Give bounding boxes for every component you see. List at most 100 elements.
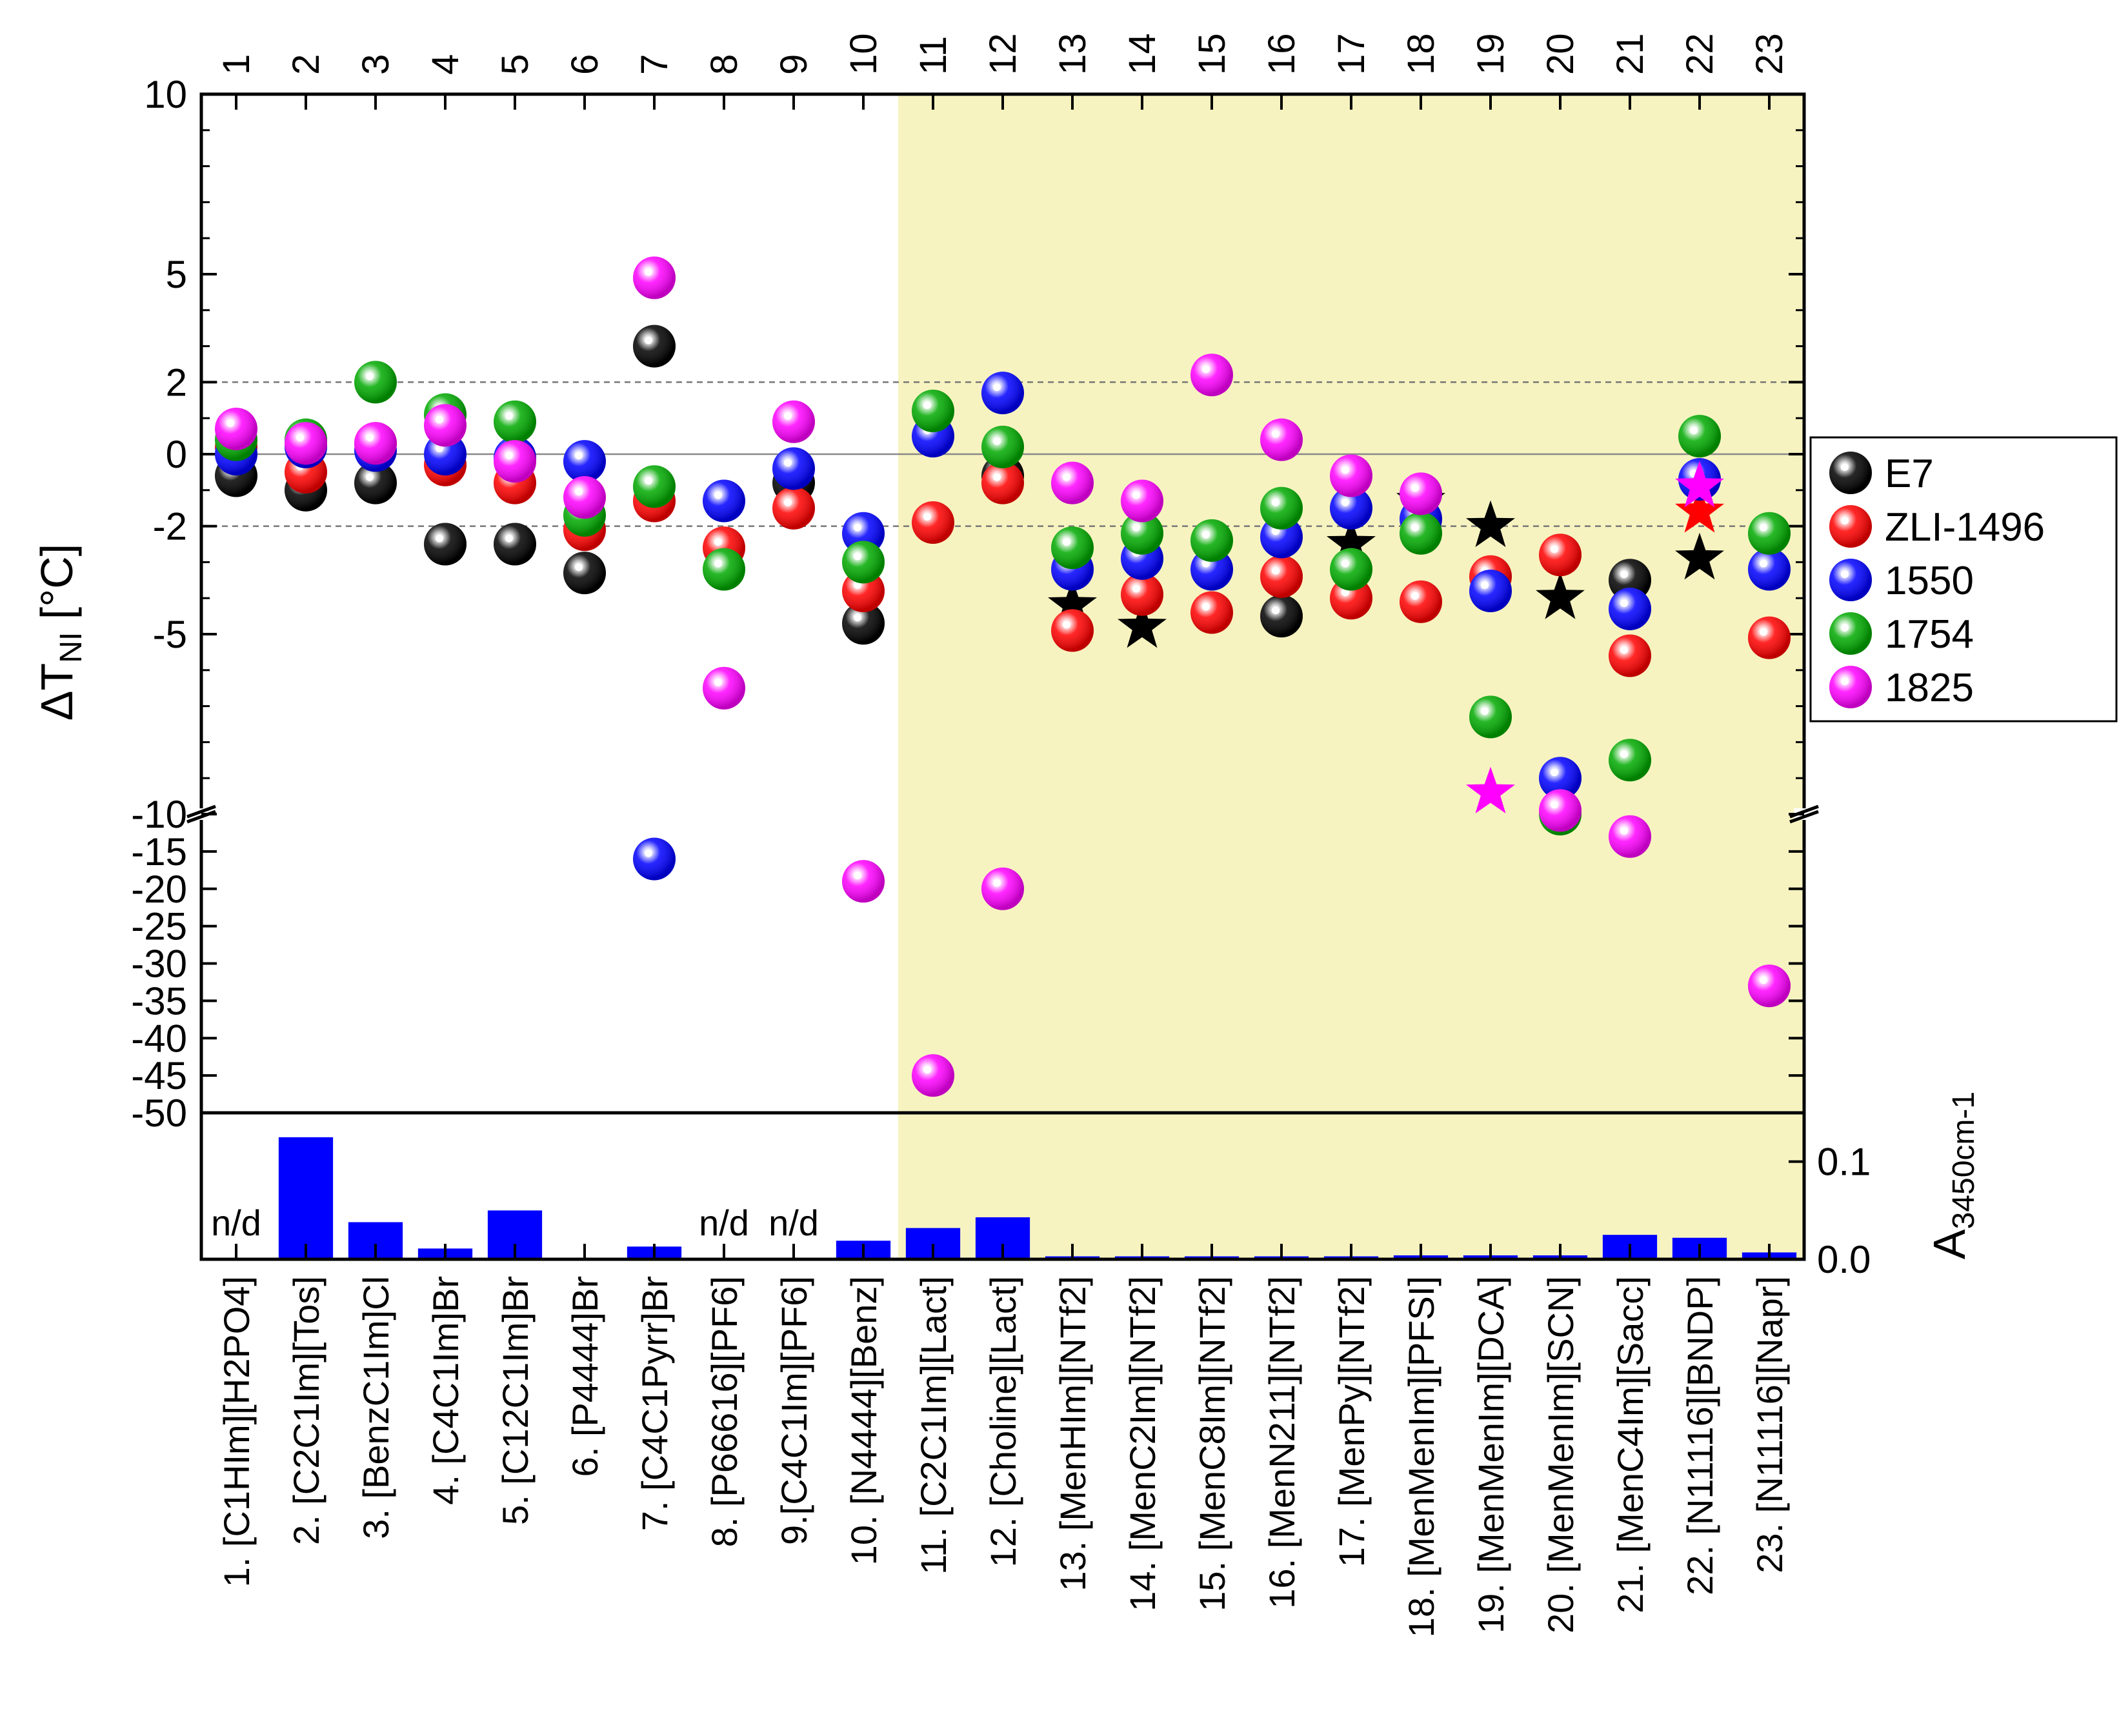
sphere-glint xyxy=(645,336,652,344)
y-tick-label: 2 xyxy=(166,361,187,404)
top-tick-label: 2 xyxy=(285,54,327,75)
sphere-glint xyxy=(505,534,513,543)
sphere-highlight xyxy=(285,422,327,465)
star-data-point xyxy=(1048,579,1097,626)
data-point xyxy=(1121,512,1163,555)
top-tick-label: 18 xyxy=(1400,33,1442,75)
sphere-highlight xyxy=(1051,526,1094,570)
legend: E7 ZLI-1496 1550 1754 1825 xyxy=(1809,436,2118,723)
top-tick-label: 10 xyxy=(843,33,885,75)
y-tick-label: -50 xyxy=(131,1092,187,1135)
sphere-glint xyxy=(854,872,861,880)
sphere-highlight xyxy=(1260,555,1303,598)
data-point xyxy=(772,400,815,443)
sphere-glint xyxy=(1760,976,1767,984)
sphere-highlight xyxy=(1469,570,1512,613)
data-point xyxy=(1748,964,1791,1008)
category-label: 1. [C1HIm][H2PO4] xyxy=(216,1276,257,1587)
star-data-point xyxy=(1675,532,1724,580)
sphere-highlight xyxy=(703,548,745,591)
sphere-glint xyxy=(1063,621,1070,629)
sphere-glint xyxy=(505,452,513,460)
sphere-glint xyxy=(1411,484,1419,492)
y-tick-label: -40 xyxy=(131,1017,187,1060)
data-point xyxy=(981,461,1024,504)
sphere-glint xyxy=(226,419,234,427)
sphere-highlight xyxy=(1330,548,1372,591)
y-axis-label: ΔTNI [°C] xyxy=(32,544,88,721)
data-point xyxy=(1190,591,1233,634)
category-label: 12. [Choline][Lact] xyxy=(983,1276,1023,1567)
category-label: 18. [MenMenIm][PFSI] xyxy=(1401,1276,1441,1637)
sphere-highlight xyxy=(1190,354,1233,397)
highlighted-region-layer xyxy=(898,94,1804,1259)
top-tick-label: 22 xyxy=(1679,33,1721,75)
bar-axis-label-subscript: 3450cm-1 xyxy=(1947,1092,1981,1229)
data-point xyxy=(285,422,327,465)
sphere-glint xyxy=(1063,473,1070,481)
category-label: 4. [C4C1Im]Br xyxy=(425,1276,466,1505)
data-point xyxy=(772,447,815,490)
y-tick-label: 0 xyxy=(166,433,187,476)
top-tick-label: 5 xyxy=(494,54,536,75)
sphere-highlight xyxy=(912,501,954,544)
sphere-highlight xyxy=(1260,418,1303,461)
data-point xyxy=(1539,534,1582,577)
sphere-glint xyxy=(1841,463,1849,471)
data-point xyxy=(981,372,1024,415)
star-data-point xyxy=(1466,766,1515,813)
data-point xyxy=(494,400,536,443)
y-tick-label: -15 xyxy=(131,830,187,873)
category-label: 16. [MenN211][NTf2] xyxy=(1261,1276,1302,1609)
sphere-glint xyxy=(1620,646,1628,654)
sphere-highlight xyxy=(772,400,815,443)
sphere-highlight xyxy=(1400,472,1442,515)
sphere-highlight xyxy=(424,404,467,447)
sphere-highlight xyxy=(981,372,1024,415)
data-point xyxy=(1748,616,1791,659)
top-tick-label: 6 xyxy=(564,54,606,75)
category-label: 11. [C2C1Im][Lact] xyxy=(913,1276,954,1575)
y-tick-label: 10 xyxy=(144,73,187,116)
sphere-highlight xyxy=(981,461,1024,504)
sphere-glint xyxy=(784,498,792,506)
data-point xyxy=(1121,479,1163,523)
y-tick-label: -45 xyxy=(131,1054,187,1097)
data-point xyxy=(703,548,745,591)
top-tick-label: 17 xyxy=(1331,33,1372,75)
star-data-point xyxy=(1327,518,1376,565)
sphere-highlight xyxy=(842,860,885,903)
sphere-glint xyxy=(1272,566,1280,575)
data-point xyxy=(1260,486,1303,530)
data-point xyxy=(633,256,676,299)
sphere-glint xyxy=(854,552,861,561)
data-point xyxy=(424,404,467,447)
sphere-glint xyxy=(1341,466,1349,474)
top-tick-label: 21 xyxy=(1609,33,1651,75)
sphere-glint xyxy=(1411,592,1419,600)
sphere-highlight xyxy=(354,422,397,465)
sphere-glint xyxy=(1620,826,1628,835)
data-point xyxy=(912,501,954,544)
sphere-glint xyxy=(784,459,792,467)
data-point xyxy=(1190,354,1233,397)
sphere-glint xyxy=(575,452,583,460)
sphere-glint xyxy=(575,563,583,572)
sphere-highlight xyxy=(424,523,467,566)
sphere-glint xyxy=(1760,628,1767,636)
not-determined-label: n/d xyxy=(768,1202,819,1243)
data-point xyxy=(1400,472,1442,515)
sphere-highlight xyxy=(1829,452,1872,494)
sphere-highlight xyxy=(1748,964,1791,1008)
absorbance-bar xyxy=(278,1137,334,1259)
top-tick-label: 3 xyxy=(355,54,397,75)
data-point xyxy=(1260,555,1303,598)
data-point xyxy=(1330,548,1372,591)
data-point xyxy=(1609,587,1651,630)
y-tick-label: -30 xyxy=(131,943,187,986)
category-label: 14. [MenC2Im][NTf2] xyxy=(1122,1276,1163,1611)
sphere-glint xyxy=(1841,517,1849,524)
sphere-highlight xyxy=(1400,580,1442,623)
sphere-glint xyxy=(1063,538,1070,546)
